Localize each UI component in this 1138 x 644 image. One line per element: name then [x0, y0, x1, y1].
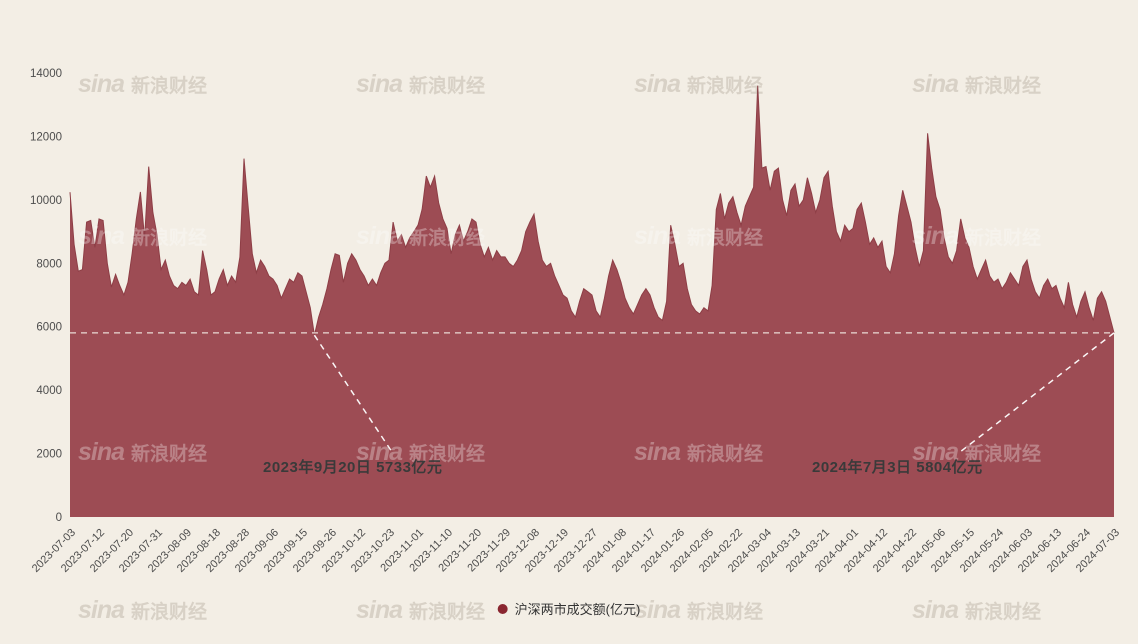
y-axis-tick-label: 6000: [36, 322, 62, 334]
y-axis-tick-label: 2000: [36, 449, 62, 461]
legend-label: 沪深两市成交额(亿元): [514, 602, 641, 617]
volume-area-series: [70, 85, 1114, 517]
volume-series-line: [69, 85, 1115, 336]
y-axis-tick-label: 8000: [36, 258, 62, 270]
legend-marker-dot: [497, 603, 508, 614]
y-axis-tick-label: 12000: [30, 131, 62, 143]
y-axis-tick-label: 14000: [30, 68, 62, 80]
y-axis-tick-label: 4000: [36, 385, 62, 397]
annotation-low-2023-09-20: 2023年9月20日 5733亿元: [263, 459, 443, 476]
chart-legend[interactable]: 沪深两市成交额(亿元): [497, 599, 641, 618]
annotation-low-2024-07-03: 2024年7月3日 5804亿元: [812, 459, 983, 476]
y-axis-tick-label: 0: [56, 512, 62, 524]
annotation-callout-line: [313, 334, 393, 453]
y-axis-tick-label: 10000: [30, 195, 62, 207]
